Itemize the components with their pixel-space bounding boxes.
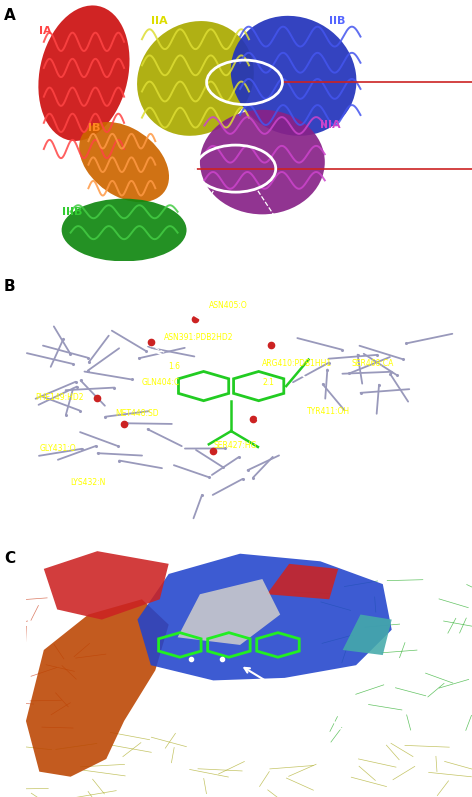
Polygon shape	[177, 579, 280, 645]
Text: IB: IB	[88, 123, 101, 133]
Polygon shape	[44, 552, 169, 619]
Text: SER468:CA: SER468:CA	[352, 359, 394, 368]
Text: IIA: IIA	[151, 16, 168, 26]
Text: ASN391:PDB2HD2: ASN391:PDB2HD2	[164, 332, 234, 342]
Ellipse shape	[231, 16, 356, 135]
Text: IIB: IIB	[329, 16, 346, 26]
Text: SER427:HG: SER427:HG	[213, 441, 257, 450]
Text: C: C	[4, 552, 15, 566]
Text: B: B	[4, 279, 16, 294]
Text: 2.1: 2.1	[262, 378, 274, 387]
Polygon shape	[343, 614, 392, 655]
Text: TMF: TMF	[244, 668, 368, 740]
Text: TMF: TMF	[258, 419, 332, 460]
Ellipse shape	[62, 198, 186, 261]
Text: ARG410:PDB1HH1: ARG410:PDB1HH1	[262, 359, 332, 368]
Polygon shape	[26, 599, 169, 777]
Text: IIIA: IIIA	[320, 120, 341, 131]
Text: GLN404:C: GLN404:C	[142, 378, 180, 387]
Text: A: A	[4, 8, 16, 23]
Text: LYS432:N: LYS432:N	[71, 478, 106, 487]
Text: IIIB: IIIB	[62, 206, 82, 217]
Text: MET448:SD: MET448:SD	[115, 410, 159, 418]
Polygon shape	[267, 563, 338, 599]
Text: 1.6: 1.6	[169, 362, 181, 371]
Text: GLY431:O: GLY431:O	[39, 444, 76, 453]
Polygon shape	[137, 554, 392, 681]
Ellipse shape	[79, 122, 169, 202]
Ellipse shape	[38, 6, 129, 141]
Text: IA: IA	[39, 26, 52, 37]
Text: ASN405:O: ASN405:O	[209, 301, 248, 310]
Text: TYR411:OH: TYR411:OH	[307, 406, 350, 416]
Ellipse shape	[200, 110, 325, 214]
Ellipse shape	[137, 21, 254, 135]
Text: PHE149:HD2: PHE149:HD2	[35, 394, 84, 402]
